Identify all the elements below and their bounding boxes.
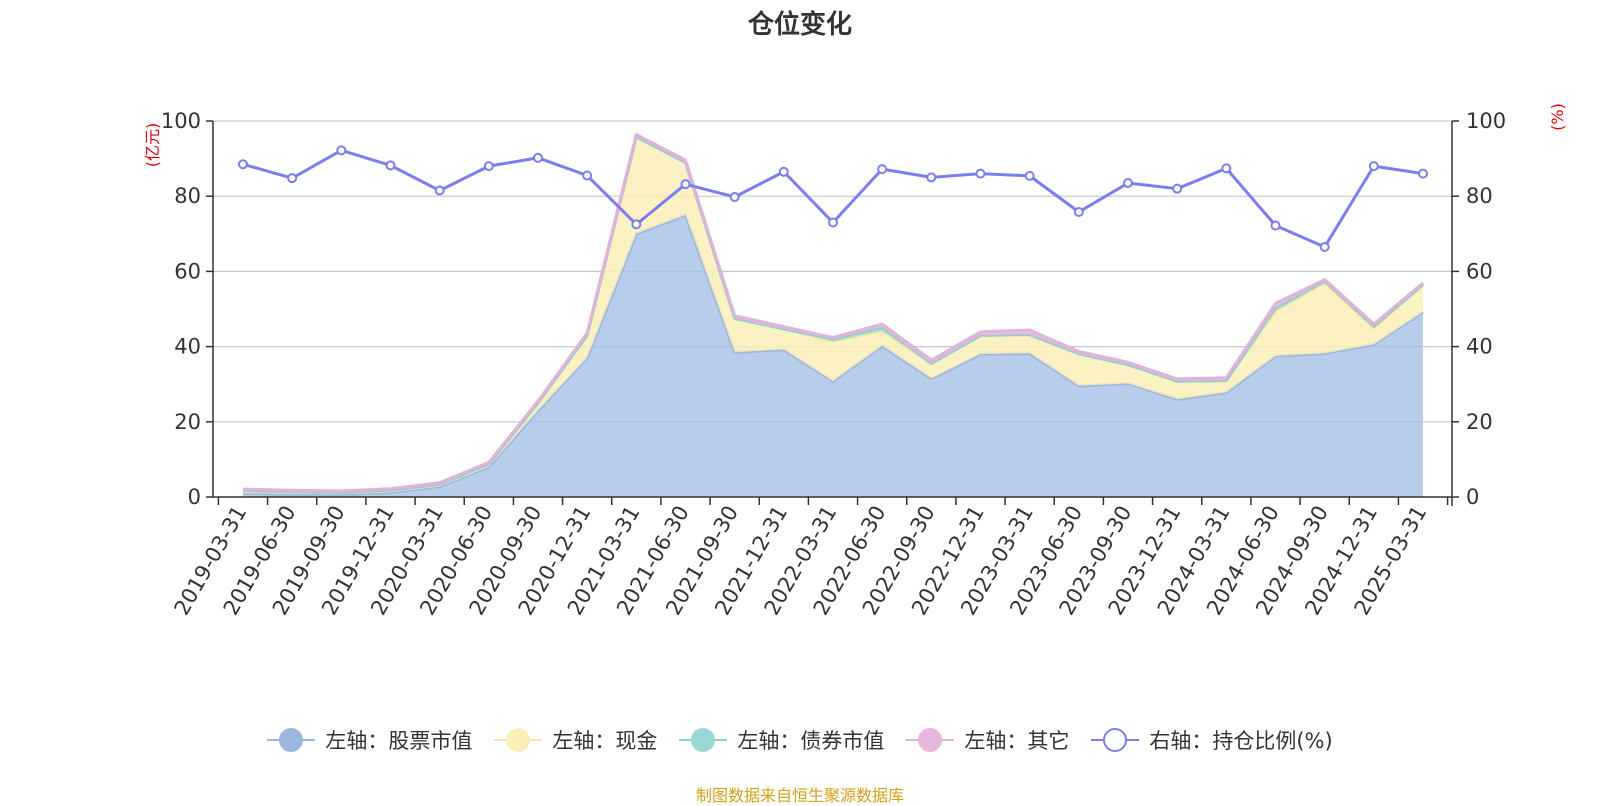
ratio-point (877, 164, 888, 175)
ratio-point (1418, 168, 1428, 179)
legend-label-other: 左轴：其它 (964, 729, 1070, 753)
y-axis-name-right: (%) (1548, 103, 1567, 131)
ratio-point (434, 185, 445, 196)
legend-label-bond-value: 左轴：债券市值 (737, 729, 885, 753)
y-tick-label-right: 0 (1466, 485, 1479, 509)
y-tick-label-left: 40 (174, 335, 201, 359)
legend-item-bond-value[interactable]: 左轴：债券市值 (679, 725, 884, 755)
legend-label-stock-value: 左轴：股票市值 (325, 729, 473, 753)
area-line-other (242, 133, 1424, 493)
legend-swatch-bond-value (679, 727, 728, 753)
ratio-point (975, 168, 986, 179)
legend-swatch-stock-value (267, 727, 316, 753)
ratio-point (1221, 163, 1232, 174)
ratio-point (778, 166, 789, 177)
legend-item-position-ratio[interactable]: 右轴：持仓比例(%) (1091, 725, 1333, 755)
ratio-point (926, 172, 937, 183)
ratio-point (680, 179, 691, 190)
y-tick-label-right: 20 (1466, 410, 1493, 434)
ratio-point (1123, 178, 1133, 189)
ratio-point (483, 161, 494, 172)
ratio-point (336, 145, 347, 156)
ratio-point (287, 173, 298, 184)
y-tick-label-left: 100 (161, 109, 201, 133)
chart-title: 仓位变化 (747, 10, 852, 40)
ratio-line (242, 148, 1424, 249)
y-tick-label-left: 20 (174, 410, 201, 434)
legend-label-position-ratio: 右轴：持仓比例(%) (1149, 729, 1333, 753)
y-axis-name-left: (亿元) (143, 123, 162, 168)
ratio-point (828, 217, 838, 228)
source-note: 制图数据来自恒生聚源数据库 (695, 786, 904, 805)
y-tick-label-left: 0 (188, 485, 201, 509)
ratio-point (582, 170, 593, 181)
legend-swatch-position-ratio (1091, 727, 1140, 753)
ratio-point (533, 152, 543, 163)
legend-label-cash: 左轴：现金 (552, 729, 658, 753)
y-tick-label-left: 60 (174, 259, 201, 283)
y-tick-label-right: 60 (1466, 259, 1493, 283)
legend-item-other[interactable]: 左轴：其它 (906, 725, 1069, 755)
ratio-point (1024, 170, 1035, 181)
ratio-point (1368, 161, 1379, 172)
ratio-point (1319, 241, 1330, 252)
ratio-point (1172, 183, 1183, 194)
y-tick-label-left: 80 (174, 184, 201, 208)
ratio-point (729, 191, 740, 202)
ratio-point (1270, 220, 1281, 231)
ratio-point (385, 160, 396, 171)
legend-item-cash[interactable]: 左轴：现金 (494, 725, 657, 755)
legend-item-stock-value[interactable]: 左轴：股票市值 (267, 725, 472, 755)
y-tick-label-right: 40 (1466, 335, 1493, 359)
y-tick-label-right: 80 (1466, 184, 1493, 208)
area-stock-value (243, 215, 1423, 497)
chart-plot-area: 0204060801000204060801002019-03-312019-0… (143, 103, 1567, 619)
ratio-point (1073, 206, 1084, 217)
y-tick-label-right: 100 (1466, 109, 1506, 133)
legend-swatch-other (906, 727, 955, 753)
ratio-point (238, 159, 248, 170)
legend: 左轴：股票市值 左轴：现金 左轴：债券市值 左轴：其它 右轴：持仓比例(%) (0, 722, 1600, 758)
ratio-point (631, 219, 642, 230)
legend-swatch-cash (494, 727, 543, 753)
